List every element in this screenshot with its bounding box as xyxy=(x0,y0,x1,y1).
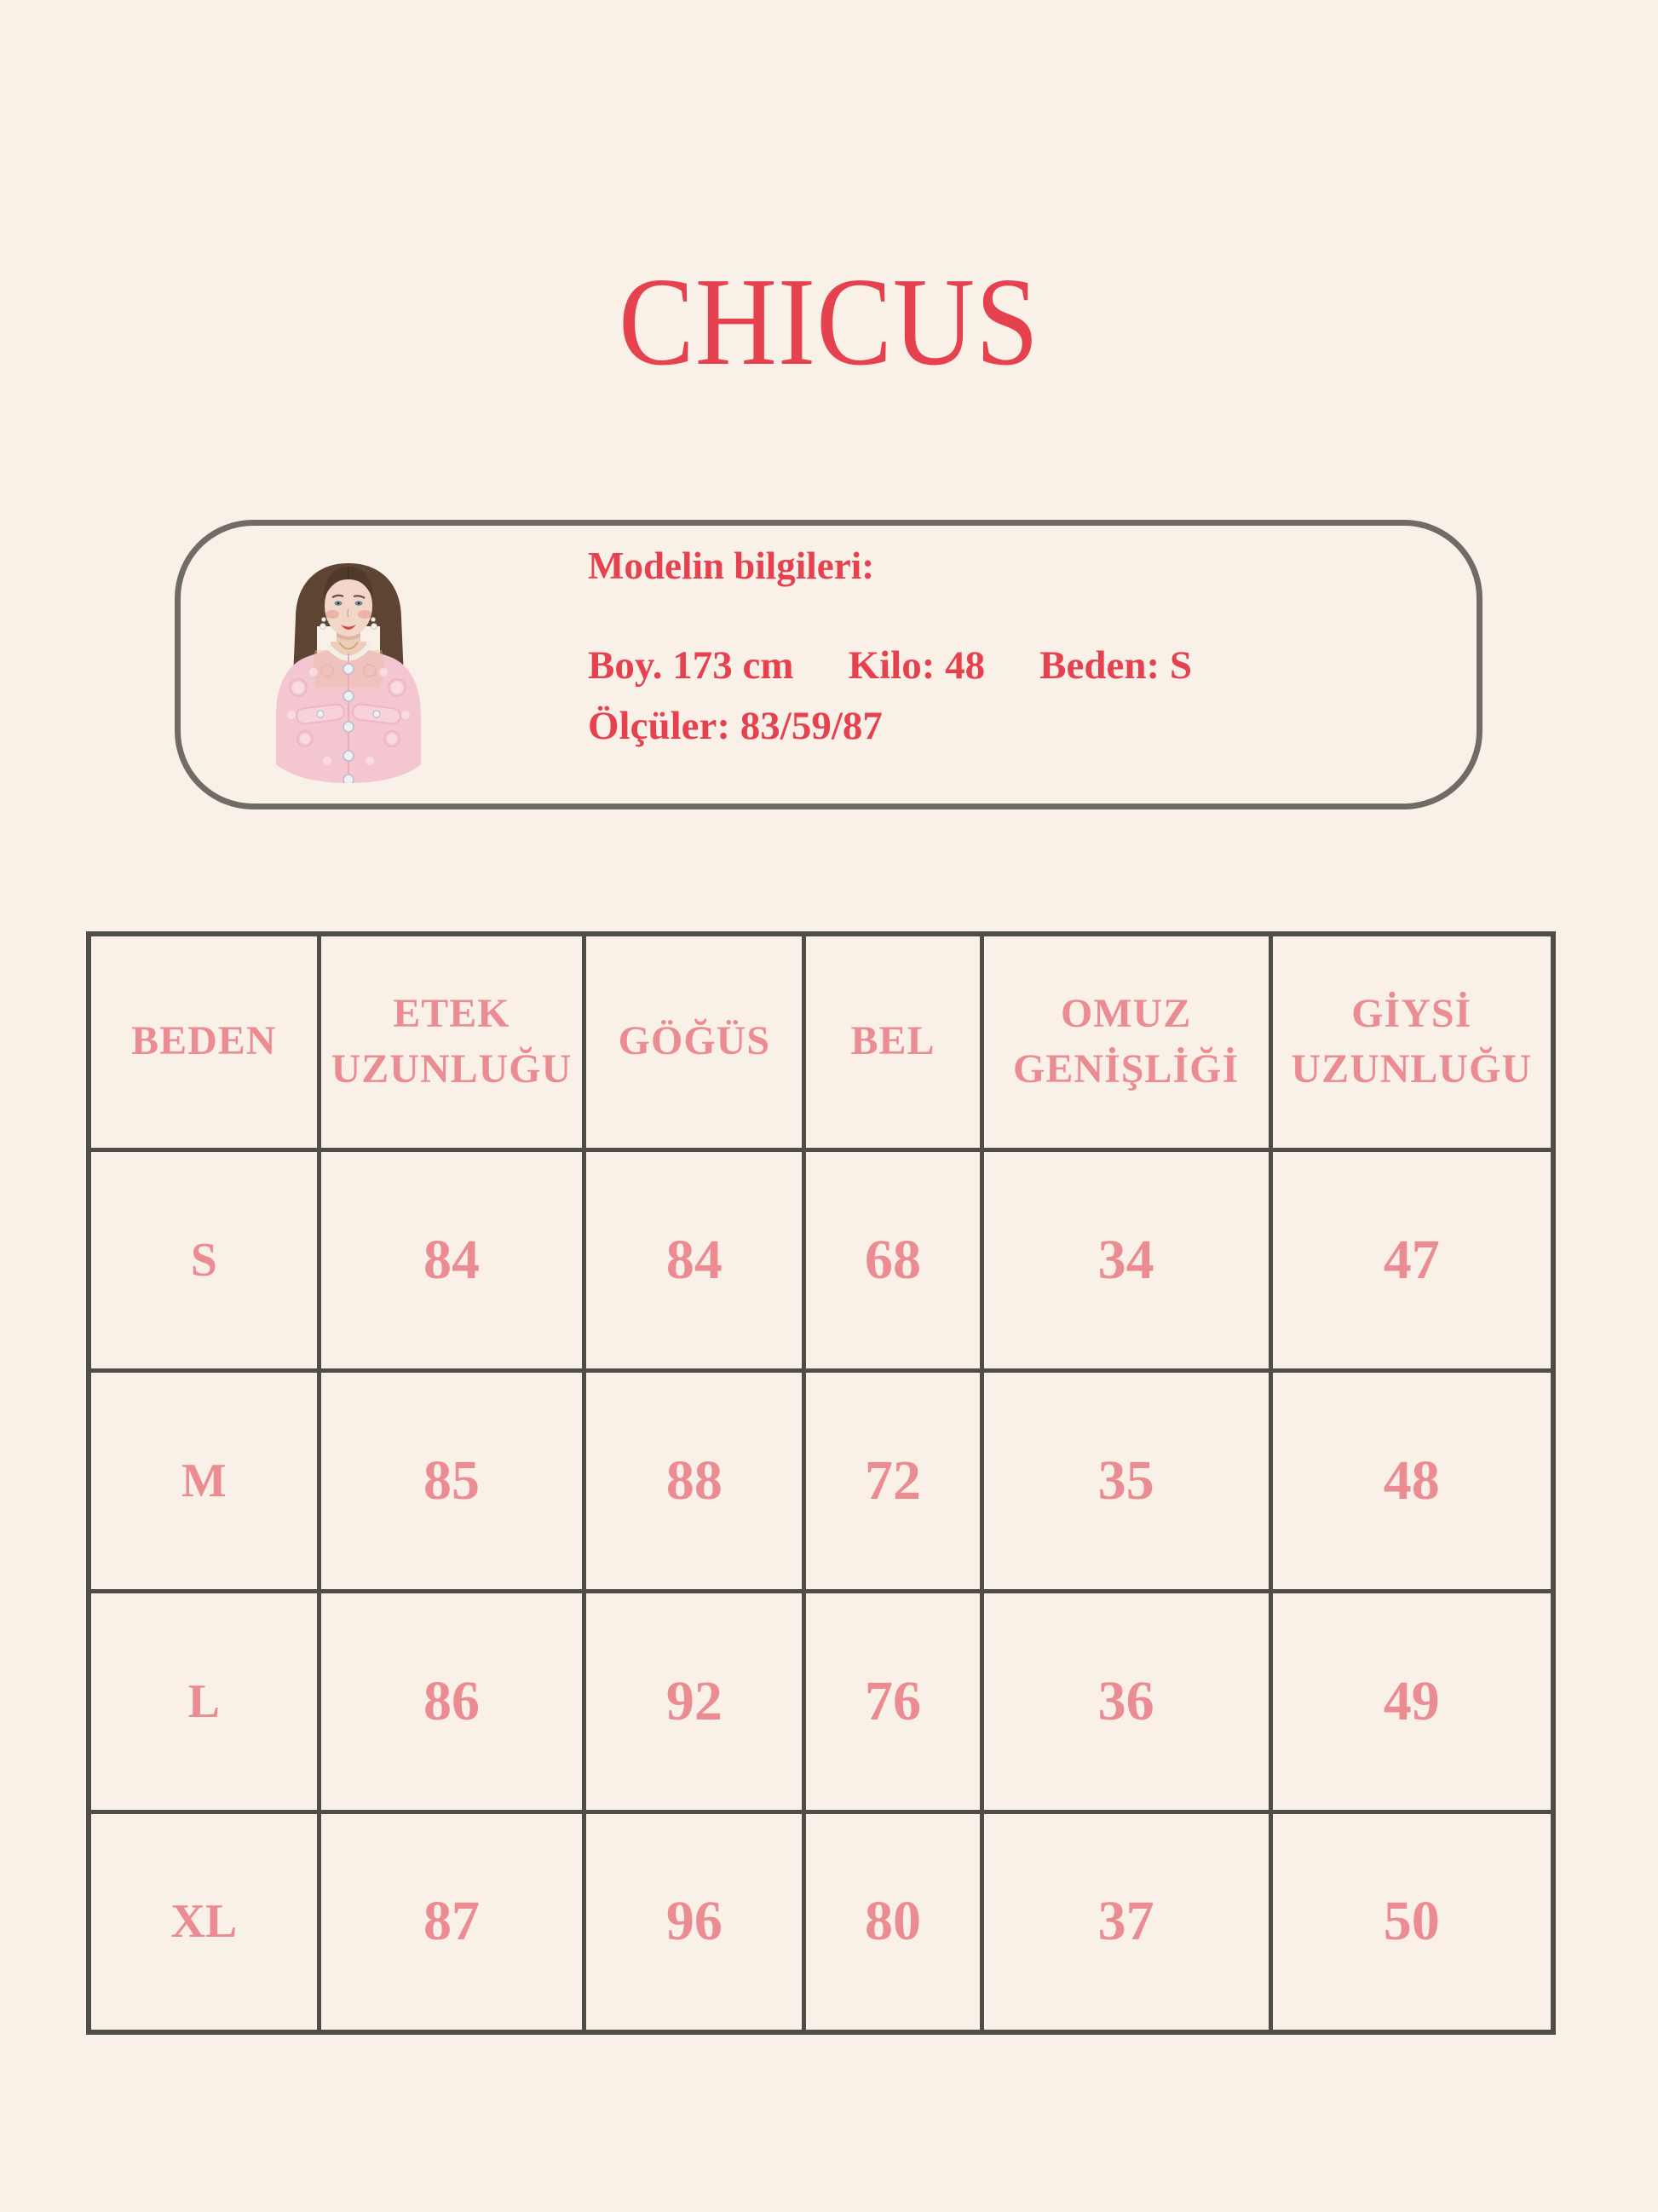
cell-m-omuz: 35 xyxy=(979,1368,1273,1593)
cell-xl-etek: 87 xyxy=(316,1809,587,2035)
cell-s-gogus: 84 xyxy=(582,1147,807,1373)
cell-s-bel: 68 xyxy=(802,1147,984,1373)
header-row: BEDEN ETEK UZUNLUĞU GÖĞÜS BEL OMUZ GENİŞ… xyxy=(86,931,1556,1152)
cell-m-bel: 72 xyxy=(802,1368,984,1593)
cell-s-omuz: 34 xyxy=(979,1147,1273,1373)
cell-xl-omuz: 37 xyxy=(979,1809,1273,2035)
cell-s-giysi: 47 xyxy=(1268,1147,1556,1373)
col-header-giysi-uzunlugu: GİYSİ UZUNLUĞU xyxy=(1268,931,1556,1152)
col-header-bel: BEL xyxy=(802,931,984,1152)
model-stats-row: Boy. 173 cm Kilo: 48 Beden: S xyxy=(588,642,1192,689)
brand-title: CHICUS xyxy=(619,252,1039,392)
cell-m-gogus: 88 xyxy=(582,1368,807,1593)
cell-l-bel: 76 xyxy=(802,1588,984,1814)
row-label-l: L xyxy=(86,1588,321,1814)
col-header-etek-uzunlugu: ETEK UZUNLUĞU xyxy=(316,931,587,1152)
model-info-heading: Modelin bilgileri: xyxy=(588,544,875,587)
col-header-beden: BEDEN xyxy=(86,931,321,1152)
cell-m-etek: 85 xyxy=(316,1368,587,1593)
table-row-l: L 86 92 76 36 49 xyxy=(86,1588,1556,1814)
model-portrait-illustration xyxy=(276,563,421,783)
cell-s-etek: 84 xyxy=(316,1147,587,1373)
cell-xl-gogus: 96 xyxy=(582,1809,807,2035)
col-header-omuz-genisligi: OMUZ GENİŞLİĞİ xyxy=(979,931,1273,1152)
cell-l-giysi: 49 xyxy=(1268,1588,1556,1814)
cell-xl-giysi: 50 xyxy=(1268,1809,1556,2035)
cell-l-etek: 86 xyxy=(316,1588,587,1814)
cell-m-giysi: 48 xyxy=(1268,1368,1556,1593)
model-height: Boy. 173 cm xyxy=(588,643,794,688)
table-row-s: S 84 84 68 34 47 xyxy=(86,1147,1556,1373)
cell-xl-bel: 80 xyxy=(802,1809,984,2035)
row-label-m: M xyxy=(86,1368,321,1593)
col-header-gogus: GÖĞÜS xyxy=(582,931,807,1152)
model-info-card: Modelin bilgileri: Boy. 173 cm Kilo: 48 … xyxy=(175,520,1482,809)
table-row-xl: XL 87 96 80 37 50 xyxy=(86,1809,1556,2035)
cell-l-gogus: 92 xyxy=(582,1588,807,1814)
model-size: Beden: S xyxy=(1039,643,1192,688)
model-photo xyxy=(254,560,443,783)
model-weight: Kilo: 48 xyxy=(848,643,986,688)
size-chart-table: BEDEN ETEK UZUNLUĞU GÖĞÜS BEL OMUZ GENİŞ… xyxy=(86,931,1556,2035)
table-row-m: M 85 88 72 35 48 xyxy=(86,1368,1556,1593)
row-label-s: S xyxy=(86,1147,321,1373)
row-label-xl: XL xyxy=(86,1809,321,2035)
cell-l-omuz: 36 xyxy=(979,1588,1273,1814)
model-measurements: Ölçüler: 83/59/87 xyxy=(588,704,883,748)
